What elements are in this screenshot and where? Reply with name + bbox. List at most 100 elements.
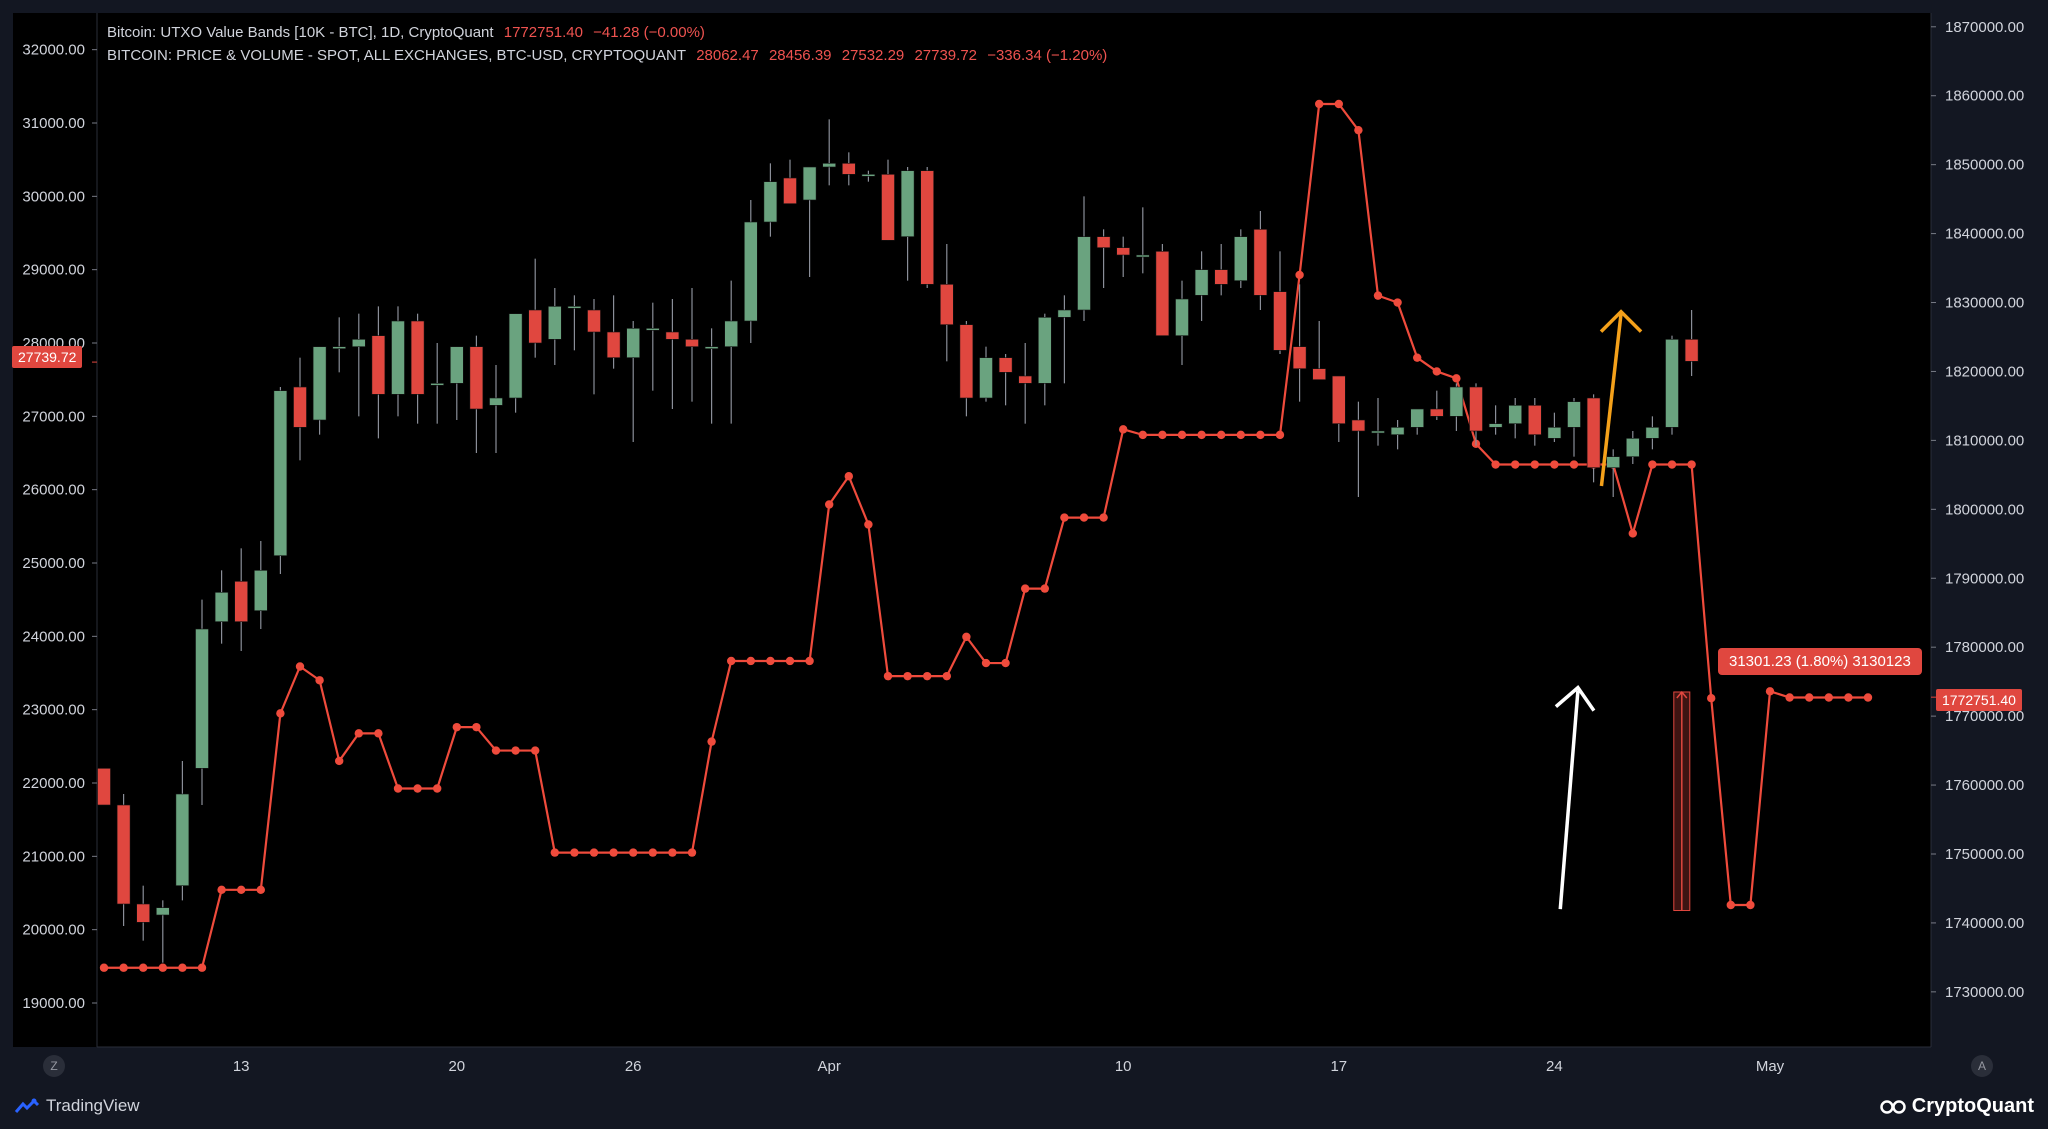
- candle: [979, 346, 993, 402]
- left-axis-tick-label: 31000.00: [22, 115, 85, 132]
- candle: [1410, 408, 1424, 435]
- utxo-point: [1354, 125, 1363, 135]
- candle: [332, 317, 347, 373]
- candle-body: [1371, 430, 1385, 434]
- right-axis-tick-label: 1810000.00: [1945, 432, 2024, 449]
- cryptoquant-mark-icon: [1880, 1099, 1906, 1114]
- candle-body: [1116, 247, 1130, 256]
- utxo-point: [805, 656, 814, 666]
- candle: [1469, 383, 1483, 446]
- candle-body: [920, 170, 935, 285]
- candle: [1351, 401, 1366, 497]
- candle-body: [1194, 269, 1209, 296]
- utxo-point: [687, 848, 697, 857]
- tradingview-logo[interactable]: TradingView: [14, 1096, 140, 1116]
- candle: [136, 885, 150, 941]
- auto-scale-button[interactable]: A: [1971, 1055, 1993, 1077]
- candle: [1449, 383, 1464, 431]
- utxo-point: [178, 963, 187, 972]
- candle: [430, 343, 445, 424]
- candle-body: [410, 320, 425, 395]
- candle: [1234, 229, 1248, 288]
- last-value-badge: 1772751.40: [1936, 689, 2022, 711]
- candle-body: [1586, 397, 1601, 468]
- candle: [645, 302, 660, 391]
- candle-body: [1214, 269, 1228, 285]
- candle-body: [293, 386, 307, 428]
- candle: [959, 321, 974, 417]
- candle: [371, 306, 386, 439]
- candle: [547, 288, 562, 365]
- candle-body: [998, 357, 1013, 373]
- candle: [116, 794, 131, 926]
- candle-body: [156, 907, 170, 916]
- candle: [1038, 313, 1052, 406]
- candle: [1292, 284, 1307, 402]
- utxo-point: [981, 658, 991, 668]
- candle: [1567, 398, 1581, 457]
- utxo-point: [962, 632, 971, 642]
- utxo-point: [942, 671, 951, 681]
- utxo-point: [1295, 270, 1304, 280]
- candle-body: [1488, 423, 1503, 428]
- orange-arrow-head: [1599, 309, 1643, 333]
- utxo-point: [1746, 900, 1755, 910]
- right-axis-tick-label: 1840000.00: [1945, 226, 2024, 243]
- candle-body: [1057, 309, 1072, 318]
- utxo-point: [1060, 513, 1069, 522]
- left-axis-tick-label: 21000.00: [22, 848, 85, 865]
- candle: [822, 119, 837, 186]
- utxo-point: [1315, 99, 1324, 109]
- utxo-point: [1648, 460, 1657, 469]
- utxo-point: [1236, 430, 1246, 440]
- candle: [1077, 196, 1091, 321]
- candle: [743, 200, 758, 343]
- utxo-point: [393, 784, 403, 793]
- utxo-point: [1511, 460, 1520, 469]
- candle: [1390, 420, 1405, 450]
- utxo-point: [589, 848, 599, 857]
- legend-utxo-series[interactable]: Bitcoin: UTXO Value Bands [10K - BTC], 1…: [107, 24, 711, 41]
- utxo-point: [1256, 430, 1265, 440]
- candle: [881, 159, 895, 241]
- annotations: [92, 309, 1936, 912]
- candle: [273, 387, 288, 574]
- candle: [312, 346, 327, 435]
- white-arrow-shaft: [1558, 690, 1580, 910]
- utxo-point: [1177, 430, 1187, 440]
- utxo-point: [825, 500, 834, 509]
- time-axis-zoom-button[interactable]: Z: [43, 1055, 65, 1077]
- candle: [1606, 449, 1620, 497]
- right-value-axis[interactable]: 1870000.00 1860000.00 1850000.00 1840000.00…: [1930, 13, 2024, 1047]
- candle-body: [136, 903, 150, 923]
- candle: [469, 335, 484, 453]
- utxo-point: [1393, 298, 1402, 307]
- time-axis[interactable]: 132026Apr101724May81522Jun: [97, 1046, 2048, 1075]
- utxo-point: [1020, 584, 1030, 593]
- candle: [1214, 244, 1228, 296]
- candle: [489, 365, 503, 453]
- right-axis-tick-label: 1850000.00: [1945, 157, 2024, 174]
- candle-body: [1018, 375, 1033, 384]
- candle: [998, 354, 1013, 406]
- left-axis-tick-label: 26000.00: [22, 482, 85, 499]
- utxo-point: [1001, 658, 1010, 668]
- candle: [685, 288, 699, 402]
- utxo-point: [648, 848, 657, 857]
- candle: [528, 258, 543, 358]
- utxo-point: [550, 848, 559, 857]
- utxo-point: [1785, 693, 1794, 702]
- left-axis-tick-label: 27000.00: [22, 408, 85, 425]
- candle-body: [351, 339, 366, 347]
- tradingview-cloud-icon: [14, 1098, 40, 1113]
- candle: [763, 163, 778, 237]
- candle-body: [861, 174, 876, 177]
- candle: [391, 306, 405, 417]
- utxo-point: [1687, 460, 1696, 469]
- candle: [1155, 244, 1170, 336]
- candle-body: [1547, 427, 1562, 439]
- utxo-point: [139, 963, 148, 972]
- legend-price-series[interactable]: BITCOIN: PRICE & VOLUME - SPOT, ALL EXCH…: [107, 47, 1113, 64]
